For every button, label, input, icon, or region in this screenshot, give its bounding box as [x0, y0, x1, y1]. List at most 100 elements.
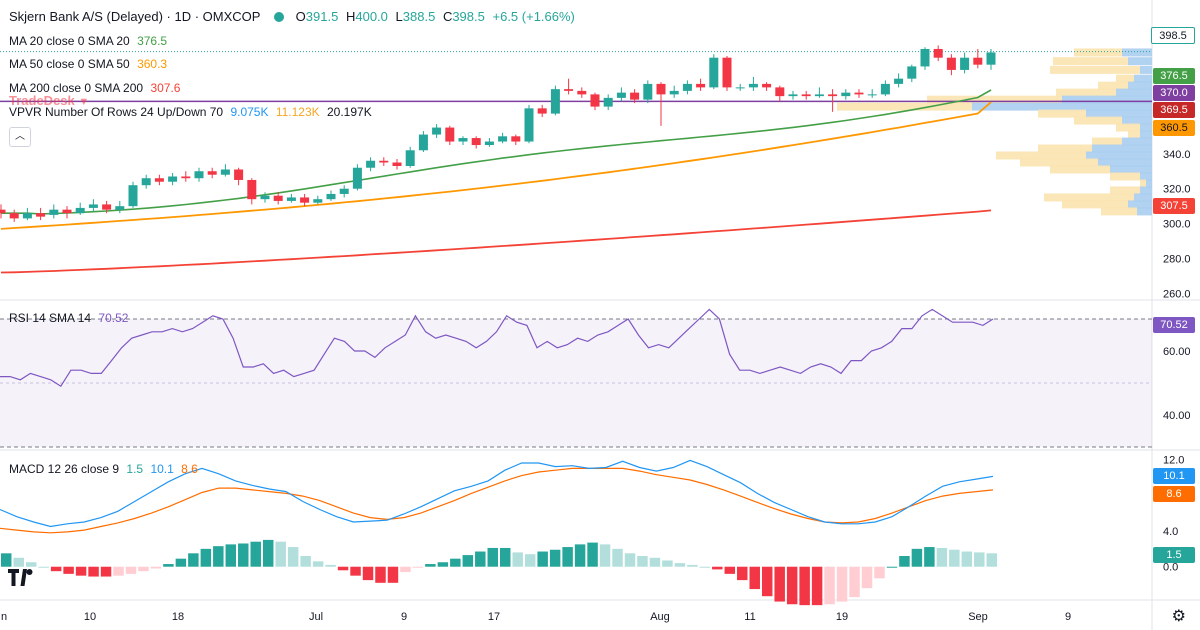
candle-body [656, 83, 666, 95]
candle-body [616, 92, 626, 98]
candle-body [154, 178, 164, 182]
macd-legend[interactable]: MACD 12 26 close 9 1.5 10.1 8.6 [9, 461, 202, 477]
time-axis-tick: 18 [172, 611, 184, 623]
candle-body [405, 150, 415, 166]
volume-profile-down-bar [996, 151, 1086, 160]
volume-profile-up-bar [1146, 179, 1152, 188]
vpvr-total: 20.197K [327, 105, 372, 119]
vpvr-legend[interactable]: VPVR Number Of Rows 24 Up/Down 70 9.075K… [9, 104, 376, 120]
macd-histogram-bar [512, 552, 523, 567]
macd-histogram-bar [936, 547, 948, 567]
macd-histogram-bar [138, 566, 149, 572]
time-axis-tick: 9 [401, 611, 407, 623]
price-axis-tick: 260.0 [1163, 289, 1191, 301]
macd-histogram-bar [524, 554, 536, 567]
open-label: O [295, 9, 306, 24]
ma200-line [0, 209, 992, 274]
rsi-value: 70.52 [98, 311, 129, 325]
candle-body [854, 92, 864, 95]
ma50-line [0, 101, 992, 230]
macd-histogram-bar [737, 566, 748, 581]
settings-gear-icon[interactable]: ⚙ [1171, 608, 1186, 625]
candle-body [392, 162, 402, 166]
ma200-legend[interactable]: MA 200 close 0 SMA 200 307.6 [9, 80, 184, 96]
macd-histogram-bar [325, 564, 336, 567]
ma50-legend[interactable]: MA 50 close 0 SMA 50 360.3 [9, 56, 171, 72]
candle-body [141, 178, 151, 186]
macd-histogram-bar [100, 566, 112, 577]
candle-body [115, 206, 125, 210]
volume-profile-up-bar [1092, 144, 1152, 153]
candle-body [300, 197, 310, 203]
macd-histogram-bar [761, 566, 773, 597]
candle-body [537, 108, 547, 114]
volume-profile-up-bar [1110, 165, 1152, 174]
candle-body [260, 195, 270, 200]
volume-profile-down-bar [1038, 109, 1086, 118]
macd-histogram-bar [637, 555, 648, 567]
ma50-red-price-tag: 369.5 [1153, 102, 1195, 118]
macd-hist-value: 1.5 [126, 462, 144, 476]
macd-hist-tag: 1.5 [1153, 547, 1195, 563]
macd-histogram-bar [450, 558, 461, 567]
rsi-legend[interactable]: RSI 14 SMA 14 70.52 [9, 310, 132, 326]
volume-profile-up-bar [1137, 207, 1152, 216]
vpvr-label: VPVR Number Of Rows 24 Up/Down 70 [9, 105, 224, 119]
macd-histogram-bar [312, 561, 324, 567]
candle-body [643, 83, 653, 100]
candle-body [946, 57, 956, 70]
candle-body [722, 57, 732, 88]
volume-profile-up-bar [1086, 109, 1152, 118]
volume-profile-down-bar [1074, 48, 1122, 57]
candle-body [88, 204, 98, 208]
price-axis-tick: 300.0 [1163, 219, 1191, 231]
ma20-price-tag: 376.5 [1153, 68, 1195, 84]
volume-profile-down-bar [1053, 57, 1128, 66]
candle-body [339, 188, 349, 194]
rsi-label: RSI 14 SMA 14 [9, 311, 92, 325]
volume-profile-down-bar [1044, 193, 1134, 202]
macd-histogram-bar [824, 566, 835, 605]
ma200-price-tag: 307.5 [1153, 198, 1195, 214]
volume-profile-up-bar [1128, 200, 1152, 209]
macd-histogram-bar [874, 566, 885, 579]
candle-body [801, 94, 811, 97]
candle-body [577, 90, 587, 95]
macd-histogram-bar [75, 566, 87, 576]
candle-body [22, 213, 32, 219]
symbol-title[interactable]: Skjern Bank A/S (Delayed) · 1D · OMXCOP [9, 9, 261, 24]
volume-profile-down-bar [1110, 186, 1140, 195]
candle-body [75, 207, 85, 214]
volume-profile-up-bar [1140, 65, 1152, 74]
macd-histogram-bar [50, 566, 62, 572]
tradingview-logo-icon[interactable] [6, 566, 40, 592]
macd-histogram-bar [275, 541, 286, 567]
ma20-legend[interactable]: MA 20 close 0 SMA 20 376.5 [9, 33, 171, 49]
volume-profile-down-bar [1092, 137, 1122, 146]
candle-body [128, 185, 138, 207]
macd-histogram-bar [774, 566, 785, 602]
price-axis-tick: 340.0 [1163, 149, 1191, 161]
macd-line [0, 459, 994, 528]
macd-histogram-bar [262, 539, 274, 567]
macd-histogram-bar [13, 557, 24, 567]
candle-body [9, 213, 19, 219]
candle-body [49, 209, 59, 215]
vpvr-down: 11.123K [275, 105, 320, 119]
candle-body [828, 94, 838, 97]
macd-histogram-bar [849, 566, 860, 598]
volume-profile-up-bar [1140, 130, 1152, 139]
macd-histogram-bar [412, 566, 424, 568]
candle-body [471, 138, 481, 146]
macd-histogram-bar [574, 544, 586, 567]
candle-body [814, 94, 824, 97]
macd-line-tag: 10.1 [1153, 468, 1195, 484]
close-label: C [442, 9, 453, 24]
high-value: 400.0 [355, 9, 388, 24]
candle-body [775, 87, 785, 97]
macd-histogram-bar [375, 566, 386, 583]
collapse-legend-button[interactable]: ︿ [9, 127, 31, 147]
macd-label: MACD 12 26 close 9 [9, 462, 120, 476]
volume-profile-down-bar [1101, 207, 1137, 216]
